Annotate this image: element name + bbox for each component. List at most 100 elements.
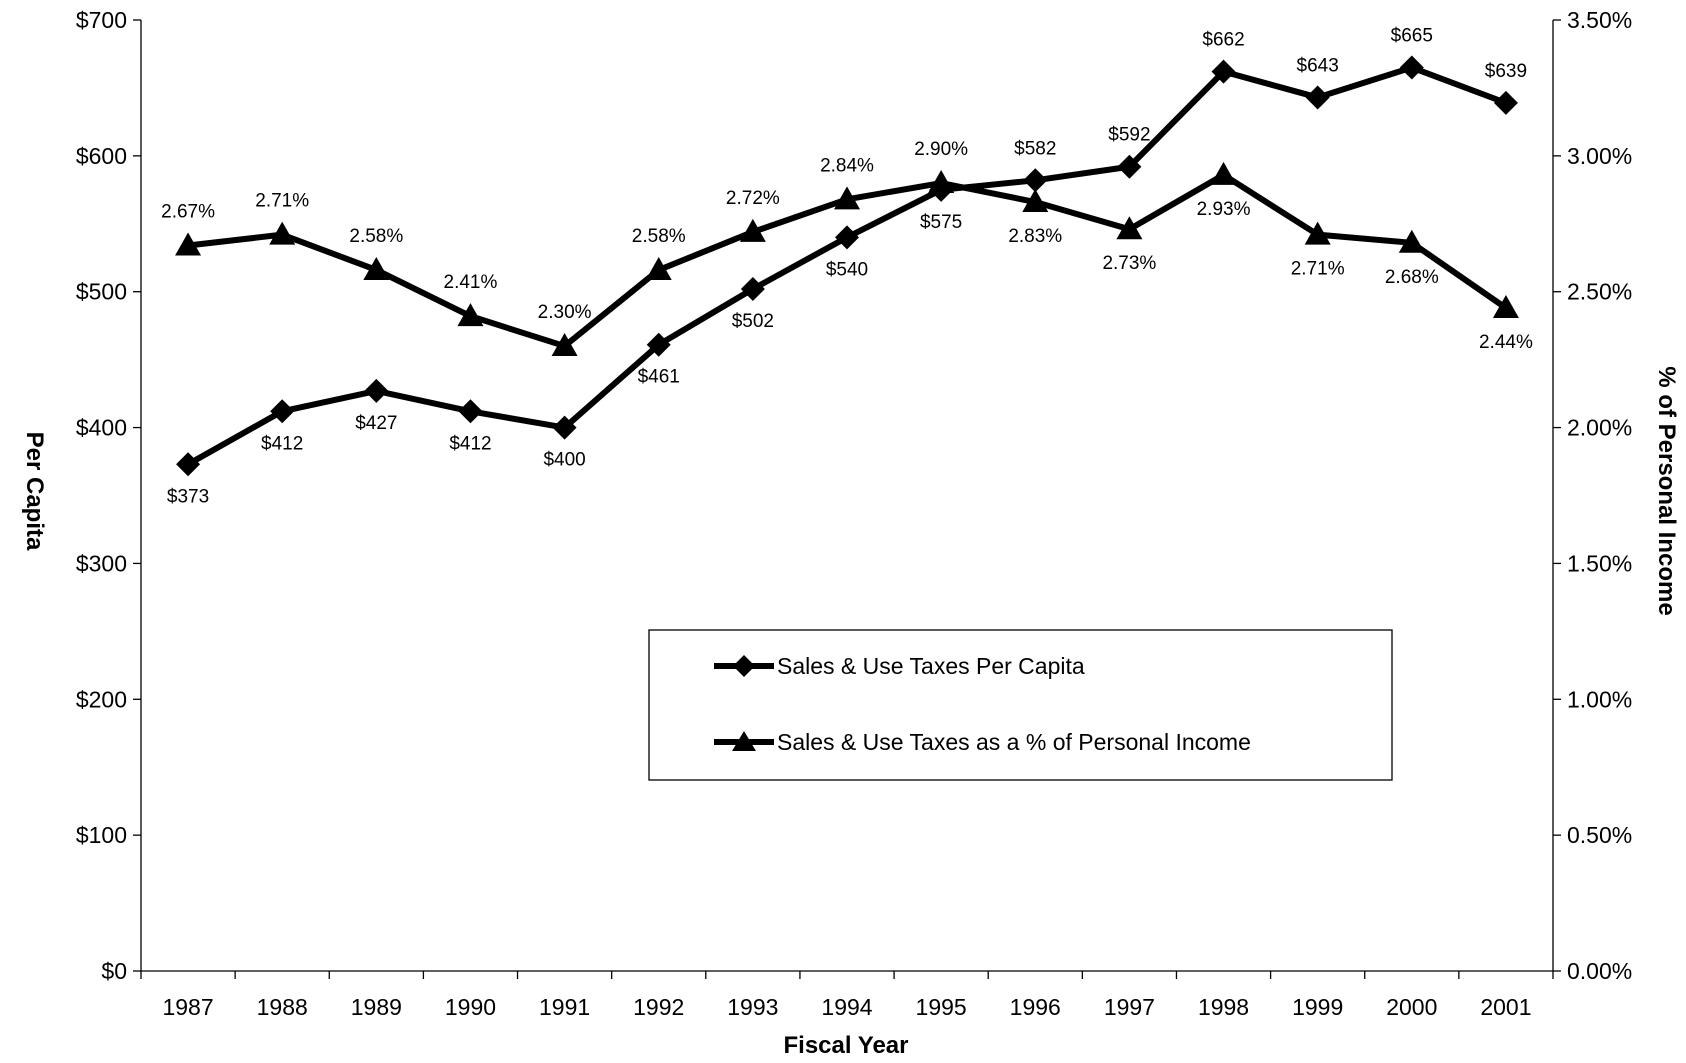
x-tick-label: 1990 xyxy=(445,994,496,1020)
axes: $0 $100 $200 $300 $400 $500 $600 $700 0.00% 0.50%… xyxy=(76,7,1632,1020)
percent-income-point xyxy=(928,170,955,194)
y-tick-label-left: $700 xyxy=(76,7,127,33)
percent-income-data-label: 2.83% xyxy=(1008,226,1062,247)
percent-income-point xyxy=(363,256,390,280)
x-tick-label: 1987 xyxy=(162,994,213,1020)
per-capita-data-label: $582 xyxy=(1014,138,1056,159)
per-capita-point xyxy=(835,225,859,250)
per-capita-data-label: $639 xyxy=(1485,61,1527,82)
y-tick-label-right: 0.00% xyxy=(1567,958,1632,984)
percent-income-point xyxy=(175,232,202,256)
percent-income-point xyxy=(834,186,860,210)
x-tick-label: 1998 xyxy=(1198,994,1249,1020)
per-capita-data-label: $662 xyxy=(1202,30,1244,51)
per-capita-point xyxy=(458,399,483,424)
per-capita-data-label: $540 xyxy=(826,259,868,280)
legend: Sales & Use Taxes Per Capita Sales & Use… xyxy=(648,629,1393,781)
x-axis-title: Fiscal Year xyxy=(784,1032,909,1059)
y-tick-label-right: 3.00% xyxy=(1567,143,1632,169)
percent-income-point xyxy=(1116,216,1143,240)
data-labels-layer: $373 $412 $427 $412 $400 $461 $502 $540 $575 $582… xyxy=(161,26,1533,508)
legend-label-per-capita: Sales & Use Taxes Per Capita xyxy=(777,653,1085,679)
percent-income-point xyxy=(457,303,484,327)
percent-income-point xyxy=(269,221,296,245)
legend-triangle-marker xyxy=(732,731,756,751)
percent-income-data-label: 2.73% xyxy=(1102,253,1156,274)
x-tick-label: 1996 xyxy=(1010,994,1061,1020)
per-capita-point xyxy=(646,332,671,357)
x-tick-label: 2001 xyxy=(1480,994,1531,1020)
percent-income-data-label: 2.44% xyxy=(1479,332,1533,353)
y-axis-title-left: Per Capita xyxy=(21,432,48,551)
per-capita-point xyxy=(1493,90,1518,115)
y-tick-label-left: $400 xyxy=(76,415,127,441)
legend-label-percent: Sales & Use Taxes as a % of Personal Inc… xyxy=(777,729,1251,755)
per-capita-point xyxy=(1117,154,1142,179)
y-tick-label-left: $300 xyxy=(76,550,127,576)
per-capita-data-label: $400 xyxy=(543,450,585,471)
x-tick-label: 1997 xyxy=(1104,994,1155,1020)
x-tick-label: 1993 xyxy=(727,994,778,1020)
legend-box xyxy=(648,629,1393,781)
per-capita-point xyxy=(1023,168,1048,193)
y-tick-label-right: 2.00% xyxy=(1567,415,1632,441)
percent-income-data-label: 2.72% xyxy=(726,188,780,209)
percent-income-point xyxy=(1022,189,1049,213)
per-capita-data-label: $502 xyxy=(732,311,774,332)
legend-diamond-marker xyxy=(733,655,755,677)
y-tick-label-right: 2.50% xyxy=(1567,279,1632,305)
y-tick-label-right: 1.50% xyxy=(1567,550,1632,576)
percent-income-data-label: 2.68% xyxy=(1385,267,1439,288)
y-tick-label-left: $200 xyxy=(76,686,127,712)
x-tick-label: 1989 xyxy=(351,994,402,1020)
percent-income-point xyxy=(1398,229,1425,253)
x-tick-label: 1988 xyxy=(257,994,308,1020)
percent-income-point xyxy=(645,256,672,280)
x-tick-label: 1994 xyxy=(821,994,872,1020)
percent-income-data-label: 2.84% xyxy=(820,155,874,176)
percent-income-data-label: 2.41% xyxy=(444,272,498,293)
percent-income-data-label: 2.71% xyxy=(1291,259,1345,280)
per-capita-data-label: $412 xyxy=(449,433,491,454)
percent-income-point xyxy=(739,218,766,242)
percent-income-data-label: 2.90% xyxy=(914,139,968,160)
x-tick-label: 1991 xyxy=(539,994,590,1020)
per-capita-data-label: $373 xyxy=(167,486,209,507)
per-capita-data-label: $643 xyxy=(1297,55,1339,76)
per-capita-point xyxy=(364,378,389,403)
x-tick-label: 2000 xyxy=(1386,994,1437,1020)
per-capita-point xyxy=(1399,55,1424,80)
per-capita-data-label: $461 xyxy=(638,367,680,388)
y-tick-label-left: $0 xyxy=(101,958,127,984)
per-capita-data-label: $427 xyxy=(355,413,397,434)
x-tick-label: 1999 xyxy=(1292,994,1343,1020)
per-capita-point xyxy=(176,452,201,477)
x-tick-label: 1995 xyxy=(916,994,967,1020)
y-axis-title-right: % of Personal Income xyxy=(1653,366,1680,615)
percent-income-point xyxy=(1492,295,1519,319)
series-layer xyxy=(175,55,1519,477)
per-capita-data-label: $665 xyxy=(1391,26,1433,47)
percent-income-data-label: 2.67% xyxy=(161,202,215,223)
per-capita-data-label: $575 xyxy=(920,212,962,233)
y-tick-label-right: 3.50% xyxy=(1567,7,1632,33)
percent-income-point xyxy=(1210,161,1237,185)
y-tick-label-left: $100 xyxy=(76,822,127,848)
y-tick-label-left: $600 xyxy=(76,143,127,169)
per-capita-point xyxy=(270,399,295,424)
per-capita-data-label: $412 xyxy=(261,433,303,454)
per-capita-point xyxy=(1211,59,1236,84)
per-capita-point xyxy=(740,276,765,301)
y-tick-label-left: $500 xyxy=(76,279,127,305)
percent-income-data-label: 2.58% xyxy=(632,226,686,247)
percent-income-data-label: 2.93% xyxy=(1197,199,1251,220)
percent-income-data-label: 2.30% xyxy=(538,302,592,323)
x-tick-label: 1992 xyxy=(633,994,684,1020)
per-capita-point xyxy=(1305,85,1330,110)
per-capita-point xyxy=(552,415,577,440)
percent-income-point xyxy=(1304,221,1331,245)
percent-income-point xyxy=(551,333,578,357)
per-capita-data-label: $592 xyxy=(1108,125,1150,146)
y-tick-label-right: 1.00% xyxy=(1567,686,1632,712)
